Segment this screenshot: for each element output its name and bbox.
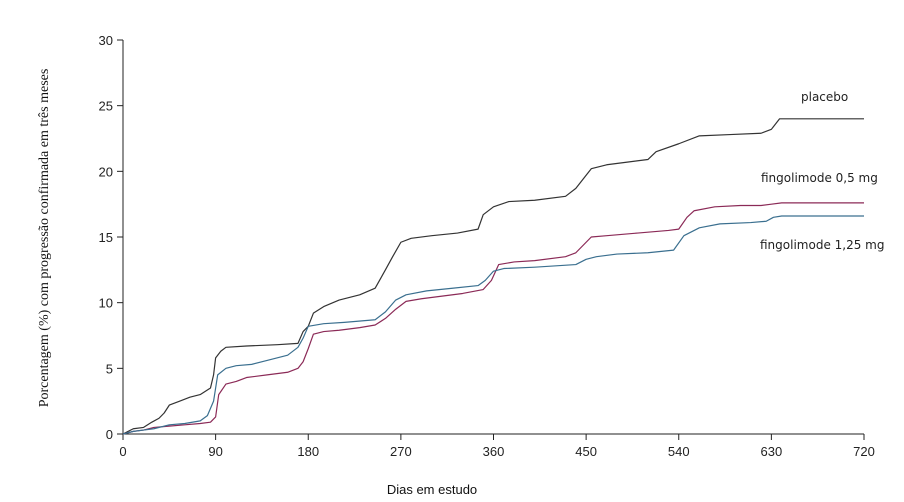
y-tick-label: 0 bbox=[106, 427, 113, 442]
y-tick-label: 25 bbox=[99, 99, 113, 114]
x-tick-label: 180 bbox=[297, 444, 319, 459]
x-tick-label: 720 bbox=[853, 444, 875, 459]
series-lines bbox=[122, 118, 864, 435]
series-label-fingolimode-1-25: fingolimode 1,25 mg bbox=[760, 238, 884, 252]
series-label-fingolimode-0-5: fingolimode 0,5 mg bbox=[761, 171, 878, 185]
y-tick-label: 5 bbox=[106, 361, 113, 376]
y-tick-label: 10 bbox=[99, 296, 113, 311]
y-tick-label: 20 bbox=[99, 164, 113, 179]
x-tick-label: 90 bbox=[208, 444, 222, 459]
series-line-placebo bbox=[122, 118, 864, 435]
y-tick-label: 30 bbox=[99, 33, 113, 48]
series-line-fingolimode-1-25-mg bbox=[122, 215, 864, 435]
series-line-fingolimode-0-5-mg bbox=[122, 202, 864, 435]
x-tick-label: 450 bbox=[575, 444, 597, 459]
x-tick-label: 540 bbox=[668, 444, 690, 459]
x-tick-label: 630 bbox=[761, 444, 783, 459]
x-tick-label: 0 bbox=[119, 444, 126, 459]
x-tick-label: 270 bbox=[390, 444, 412, 459]
y-tick-label: 15 bbox=[99, 230, 113, 245]
x-tick-label: 360 bbox=[483, 444, 505, 459]
y-axis-ticks: 0 5 10 15 20 25 30 bbox=[99, 33, 123, 442]
y-axis-label: Porcentagem (%) com progressão confirmad… bbox=[37, 69, 52, 408]
x-axis-label: Dias em estudo bbox=[387, 482, 477, 497]
x-axis-ticks: 0 90 180 270 360 450 540 630 720 bbox=[119, 434, 875, 459]
series-label-placebo: placebo bbox=[801, 90, 848, 104]
